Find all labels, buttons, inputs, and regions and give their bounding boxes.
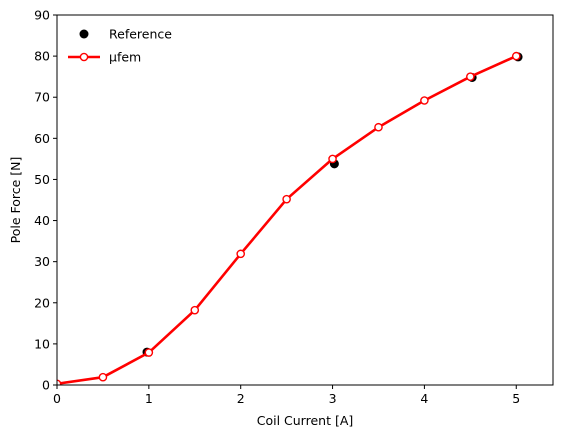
legend: Reference μfem — [68, 27, 172, 65]
legend-reference-label: Reference — [109, 27, 172, 42]
mufem-point — [466, 72, 475, 81]
y-tick-label: 80 — [34, 49, 50, 64]
mufem-point — [374, 122, 383, 132]
mufem-point — [328, 154, 337, 164]
legend-mufem-marker — [79, 52, 89, 62]
plot-area — [57, 51, 523, 385]
x-axis-label: Coil Current [A] — [257, 413, 354, 428]
legend-entry-reference: Reference — [79, 27, 172, 42]
mufem-point — [144, 348, 154, 357]
x-tick-label: 1 — [145, 391, 153, 406]
y-tick-label: 70 — [34, 90, 50, 105]
legend-mufem-label: μfem — [109, 50, 141, 65]
y-tick-label: 0 — [42, 378, 50, 393]
mufem-point — [420, 96, 429, 105]
x-axis: 0 1 2 3 4 5 — [53, 385, 520, 406]
y-tick-label: 20 — [34, 295, 50, 310]
mufem-point — [236, 249, 246, 259]
mufem-point — [190, 305, 200, 315]
mufem-point — [511, 51, 521, 61]
y-axis-label: Pole Force [N] — [8, 157, 23, 244]
y-tick-label: 50 — [34, 172, 50, 187]
y-tick-label: 60 — [34, 131, 50, 146]
x-tick-label: 5 — [512, 391, 520, 406]
x-tick-label: 0 — [53, 391, 61, 406]
y-tick-label: 90 — [34, 8, 50, 23]
axes-frame — [56, 14, 554, 386]
legend-reference-marker — [79, 29, 89, 39]
x-tick-label: 4 — [420, 391, 428, 406]
mufem-point — [98, 372, 108, 382]
y-tick-label: 30 — [34, 254, 50, 269]
y-tick-label: 10 — [34, 336, 50, 351]
x-tick-label: 2 — [237, 391, 245, 406]
x-tick-label: 3 — [329, 391, 337, 406]
legend-entry-mufem: μfem — [68, 50, 141, 65]
mufem-point — [282, 194, 291, 204]
y-axis: 0 10 20 30 40 50 60 70 80 90 — [34, 8, 57, 393]
y-tick-label: 40 — [34, 213, 50, 228]
mufem-line — [57, 54, 517, 385]
